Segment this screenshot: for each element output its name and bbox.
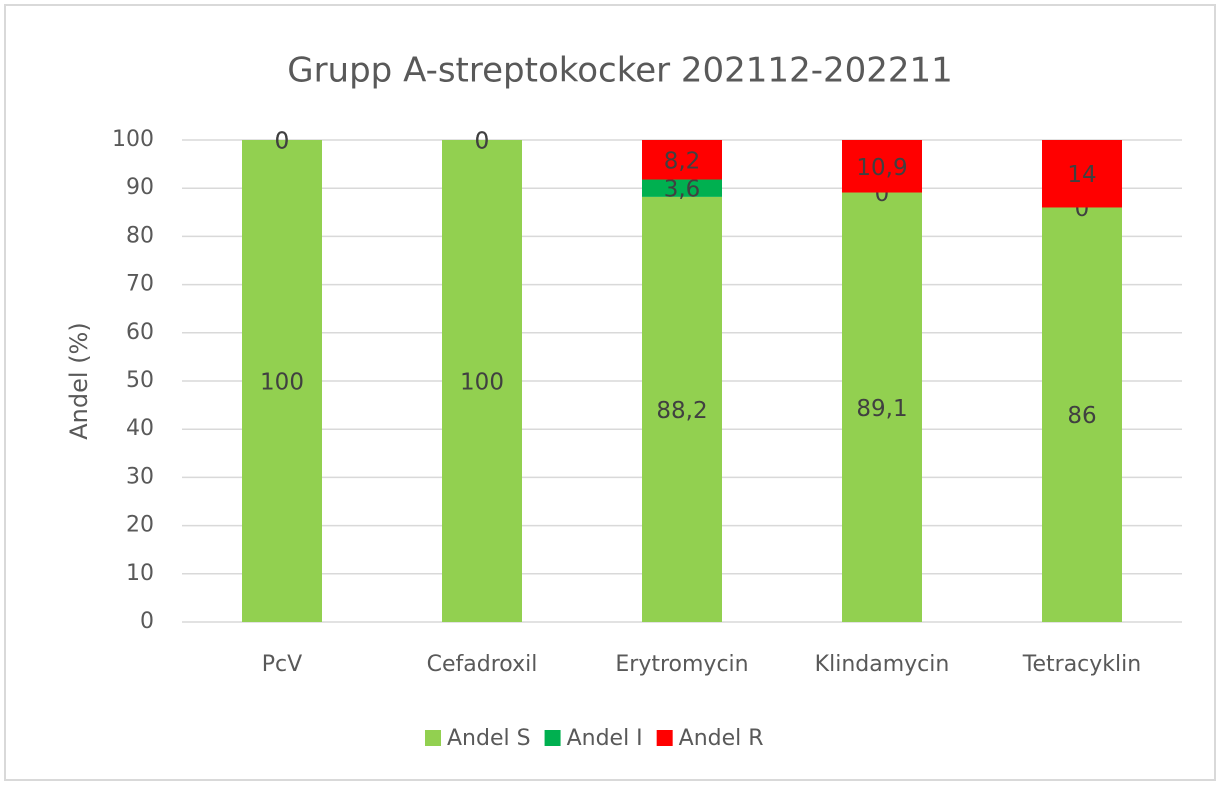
- bar-segment: [842, 140, 922, 193]
- x-tick-label: Klindamycin: [815, 652, 950, 677]
- legend-label: Andel I: [567, 726, 643, 751]
- y-tick-label: 30: [126, 464, 154, 489]
- y-tick-label: 70: [126, 272, 154, 297]
- y-tick-label: 10: [126, 561, 154, 586]
- bar-segment: [242, 140, 322, 622]
- bar-segment: [1042, 140, 1122, 208]
- x-tick-label: Cefadroxil: [427, 652, 538, 677]
- data-label: 3,6: [664, 177, 701, 203]
- data-label: 0: [475, 129, 490, 155]
- bar-segment: [842, 192, 922, 622]
- x-tick-label: Tetracyklin: [1022, 652, 1141, 677]
- bar-segment: [1042, 207, 1122, 623]
- data-label: 86: [1067, 403, 1096, 429]
- data-label: 88,2: [656, 398, 707, 424]
- data-label: 100: [460, 370, 504, 396]
- data-label: 10,9: [856, 155, 907, 181]
- y-tick-label: 50: [126, 368, 154, 393]
- data-label: 0: [275, 129, 290, 155]
- legend-swatch: [425, 730, 441, 746]
- y-tick-label: 90: [126, 175, 154, 200]
- y-tick-label: 40: [126, 416, 154, 441]
- legend-swatch: [544, 730, 561, 746]
- data-label: 8,2: [664, 148, 701, 174]
- data-label: 0: [275, 129, 290, 155]
- bar-segment: [642, 140, 722, 180]
- legend-label: Andel S: [447, 726, 531, 751]
- data-label: 14: [1067, 162, 1096, 188]
- y-tick-label: 60: [126, 320, 154, 345]
- bar-segment: [642, 179, 722, 197]
- x-tick-label: Erytromycin: [615, 652, 748, 677]
- y-tick-label: 80: [126, 223, 154, 248]
- y-tick-label: 100: [112, 127, 154, 152]
- chart-title: Grupp A-streptokocker 202112-202211: [287, 51, 953, 91]
- x-tick-label: PcV: [262, 652, 302, 677]
- data-label: 0: [475, 129, 490, 155]
- y-tick-label: 0: [140, 609, 154, 634]
- bar-segment: [642, 196, 722, 622]
- legend-label: Andel R: [679, 726, 764, 751]
- y-axis-label: Andel (%): [65, 322, 93, 439]
- data-label: 100: [260, 370, 304, 396]
- legend-swatch: [656, 730, 673, 746]
- y-tick-label: 20: [126, 513, 154, 538]
- chart-border: [4, 4, 1216, 781]
- bar-segment: [442, 140, 522, 622]
- data-label: 89,1: [856, 396, 907, 422]
